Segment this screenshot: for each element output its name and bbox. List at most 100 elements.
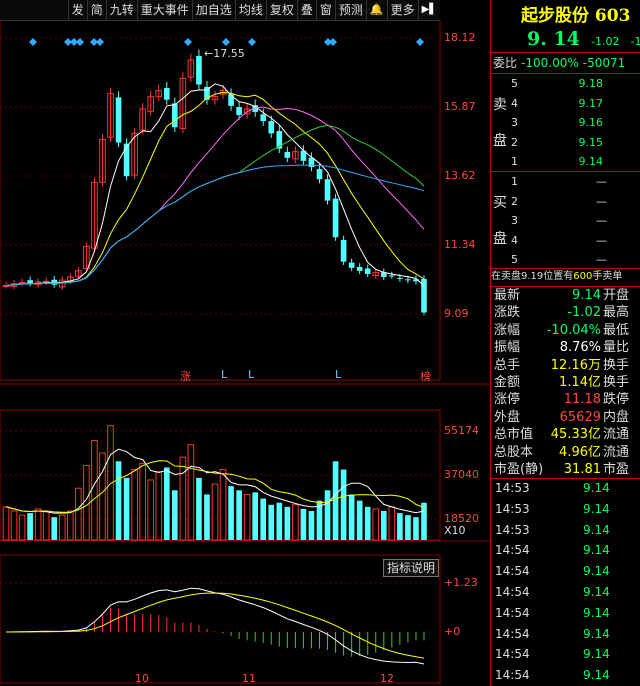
high-price-label: ←17.55 (204, 47, 245, 60)
volume-bar (219, 469, 227, 541)
candle-body (268, 121, 275, 134)
level-number: 1 (511, 175, 518, 188)
volume-bar (421, 502, 427, 540)
volume-bar (75, 487, 82, 541)
trade-tick-row: 14:54 9.14 (491, 540, 640, 560)
volume-ma5-line (5, 448, 425, 514)
candle-body (421, 278, 427, 313)
buy-level-row[interactable]: 3— (491, 211, 640, 231)
level-number: 3 (511, 116, 518, 129)
trade-tick-row: 14:53 9.14 (491, 478, 640, 498)
volume-unit: X10 (444, 524, 466, 537)
volume-bar (348, 494, 355, 540)
buy-level-row[interactable]: 2— (491, 192, 640, 212)
toolbar-button-4[interactable]: 加自选 (191, 0, 235, 20)
volume-bar (163, 467, 170, 540)
volume-bar (83, 464, 90, 541)
candle-body (99, 138, 106, 183)
volume-bar (413, 517, 419, 540)
buy-level-row[interactable]: 5— (491, 250, 640, 270)
volume-bar (99, 452, 106, 541)
volume-bar (179, 456, 187, 541)
sell-level-row[interactable]: 4 9.17 (491, 94, 640, 114)
price-axis-label: 13.62 (444, 169, 476, 182)
volume-bar (139, 462, 146, 541)
sell-level-row[interactable]: 3 9.16 (491, 113, 640, 133)
candle-body (413, 279, 419, 282)
sell-price: 9.18 (578, 77, 604, 90)
level-number: 5 (511, 77, 518, 90)
volume-bar (364, 506, 371, 540)
tick-price: 9.14 (583, 564, 610, 579)
sell-level-row[interactable]: 2 9.15 (491, 133, 640, 153)
toolbar-button-0[interactable]: 发 (67, 0, 87, 20)
volume-bar (107, 425, 114, 541)
kline-chart[interactable] (0, 0, 490, 686)
candle-body (332, 198, 339, 238)
toolbar-button-11[interactable]: 更多 (386, 0, 418, 20)
toolbar-button-5[interactable]: 均线 (234, 0, 266, 20)
toolbar-button-12[interactable]: ▶▌ (417, 0, 440, 20)
stat-label-right: 流通 (603, 444, 630, 460)
candle-body (196, 56, 202, 85)
volume-bar (34, 508, 42, 541)
stat-label-right: 流通 (603, 427, 630, 443)
toolbar-button-6[interactable]: 复权 (265, 0, 297, 20)
volume-bar (308, 511, 315, 540)
l-marker: L (335, 368, 342, 381)
signal-diamond (76, 38, 84, 46)
toolbar-button-3[interactable]: 重大事件 (136, 0, 192, 20)
signal-diamond (64, 38, 72, 46)
tick-time: 14:54 (495, 647, 530, 662)
candle-body (155, 90, 163, 98)
price-panel-frame (0, 19, 441, 381)
tick-time: 14:54 (495, 543, 530, 558)
sell-level-row[interactable]: 1 9.14 (491, 152, 640, 172)
candle-body (389, 275, 395, 277)
candle-body (75, 270, 82, 277)
quote-stat-row: 最新 9.14 开盘 (491, 287, 640, 305)
volume-bar (324, 490, 331, 540)
indicator-help-button[interactable]: 指标说明 (383, 559, 440, 577)
candle-body (405, 279, 411, 281)
candle-body (276, 131, 283, 149)
limit-up-marker: 涨 (180, 370, 191, 383)
sell-price: 9.15 (578, 135, 604, 149)
toolbar-button-10[interactable]: 🔔 (365, 0, 387, 20)
macd-axis-label: +1.23 (444, 576, 478, 589)
toolbar-button-8[interactable]: 窗 (315, 0, 335, 20)
toolbar-button-1[interactable]: 简 (86, 0, 106, 20)
ma10-line (5, 91, 425, 287)
volume-axis-label: 37040 (444, 468, 479, 481)
toolbar-button-7[interactable]: 叠 (296, 0, 316, 20)
stat-label: 涨幅 (494, 322, 521, 338)
candle-body (252, 105, 259, 112)
buy-level-row[interactable]: 1— (491, 172, 640, 192)
quote-stat-row: 总市值 45.33亿 流通 (491, 426, 640, 444)
stat-label-right: 跌停 (603, 392, 630, 408)
candle-body (348, 262, 355, 268)
volume-bar (115, 461, 122, 540)
sell-level-row[interactable]: 5 9.18 (491, 74, 640, 94)
level-number: 2 (511, 194, 518, 208)
buy-label: 盘 (493, 231, 507, 247)
date-label: 11 (242, 672, 256, 685)
tick-time: 14:54 (495, 668, 530, 683)
toolbar-button-9[interactable]: 预测 (334, 0, 366, 20)
candle-body (284, 151, 291, 158)
stat-label: 涨停 (494, 392, 521, 408)
volume-bar (2, 506, 10, 541)
buy-level-row[interactable]: 4— (491, 231, 640, 251)
date-label: 10 (135, 672, 149, 685)
quote-stat-row: 涨停 11.18 跌停 (491, 391, 640, 409)
stat-value: 8.76% (559, 340, 601, 356)
volume-bar (123, 477, 130, 540)
candle-body (179, 77, 187, 129)
volume-bar (260, 498, 267, 540)
volume-bar (316, 500, 323, 540)
ma60-line (5, 164, 425, 287)
stat-label: 市盈(静) (494, 462, 544, 477)
signal-diamond (29, 38, 37, 46)
volume-bar (356, 500, 363, 540)
toolbar-button-2[interactable]: 九转 (105, 0, 137, 20)
